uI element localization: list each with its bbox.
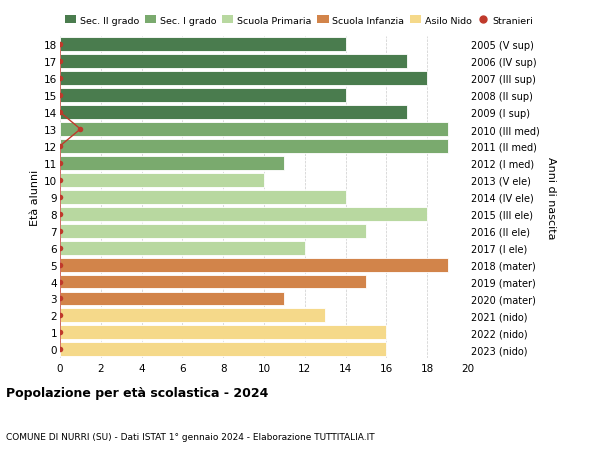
- Bar: [60, 258, 448, 272]
- Bar: [60, 241, 305, 255]
- Bar: [60, 89, 346, 103]
- Bar: [60, 326, 386, 340]
- Bar: [60, 106, 407, 120]
- Legend: Sec. II grado, Sec. I grado, Scuola Primaria, Scuola Infanzia, Asilo Nido, Stran: Sec. II grado, Sec. I grado, Scuola Prim…: [65, 17, 533, 26]
- Y-axis label: Età alunni: Età alunni: [30, 169, 40, 225]
- Bar: [60, 275, 366, 289]
- Bar: [60, 55, 407, 69]
- Y-axis label: Anni di nascita: Anni di nascita: [546, 156, 556, 239]
- Bar: [60, 123, 448, 137]
- Bar: [60, 207, 427, 221]
- Bar: [60, 224, 366, 238]
- Bar: [60, 157, 284, 170]
- Bar: [60, 140, 448, 154]
- Bar: [60, 292, 284, 306]
- Text: Popolazione per età scolastica - 2024: Popolazione per età scolastica - 2024: [6, 386, 268, 399]
- Bar: [60, 38, 346, 52]
- Bar: [60, 309, 325, 323]
- Bar: [60, 342, 386, 357]
- Text: COMUNE DI NURRI (SU) - Dati ISTAT 1° gennaio 2024 - Elaborazione TUTTITALIA.IT: COMUNE DI NURRI (SU) - Dati ISTAT 1° gen…: [6, 431, 374, 441]
- Bar: [60, 72, 427, 86]
- Bar: [60, 174, 264, 187]
- Bar: [60, 190, 346, 204]
